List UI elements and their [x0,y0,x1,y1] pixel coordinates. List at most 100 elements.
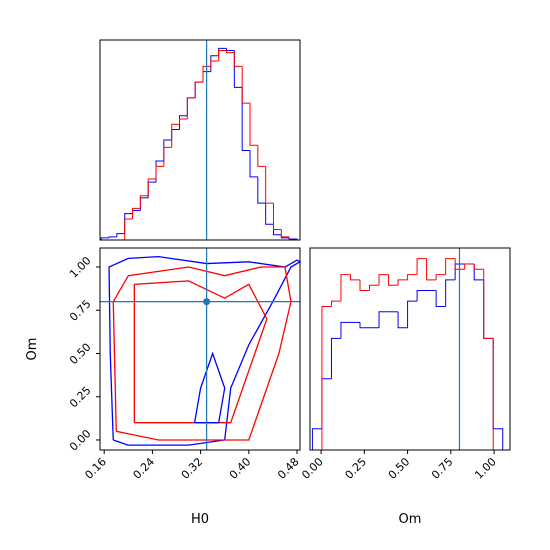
hist-step [492,338,504,450]
hist-step [272,203,282,230]
hist-step [257,145,266,167]
hist-step [321,378,332,429]
hist-step [445,258,456,275]
x-tick-label: 0.40 [227,455,254,482]
hist-step [147,178,157,196]
hist-step [445,279,456,307]
hist-step [340,321,351,339]
hist-step [388,274,399,286]
hist-step [321,305,332,450]
x-tick-label: 0.50 [386,455,413,482]
y-tick-label: 0.50 [67,341,94,368]
hist-step [349,274,360,281]
hist-step [233,50,243,88]
x-tick-label: 1.00 [472,455,499,482]
hist-step [124,218,133,240]
hist-step [210,60,219,67]
hist-step [116,233,125,237]
hist-step [265,203,274,225]
hist-step [226,48,235,52]
hist-step [340,274,351,302]
hist-step [483,279,494,339]
hist-step [186,97,196,119]
hist-step [218,47,227,56]
hist-step [179,115,188,130]
y-tick-label: 0.25 [67,384,94,411]
hist-step [139,195,149,209]
hist-step [147,181,157,198]
hist-step [139,197,149,211]
hist-step [397,279,408,286]
hist-step [210,55,219,72]
hist-step [435,274,446,280]
hist-step [330,300,341,307]
hist-step [492,338,503,451]
hist-step [416,258,427,275]
x-tick-label: 0.24 [131,455,158,482]
hist-step [171,123,180,148]
hist-step [241,87,250,152]
hist-step [426,258,437,281]
hist-step [233,52,243,67]
y-tick-label: 1.00 [67,254,94,281]
hist-step [249,150,258,178]
hist-step [330,337,341,379]
x-axis-label: H0 [191,512,209,527]
x-tick-label: 0.32 [179,455,206,482]
hist-step [473,263,484,281]
hist-step [359,322,370,329]
hist-step [483,269,494,339]
axes-frame [99,247,301,451]
hist-step [132,210,141,214]
y-axis-label: Om [25,338,40,361]
x-tick-label: 0.16 [82,455,109,482]
hist-step [416,290,427,302]
hist-step [249,103,258,146]
hist-step [464,263,475,270]
hist-step [407,274,418,280]
hist-step [473,263,484,270]
hist-step [155,160,164,183]
y-tick-label: 0.75 [67,297,94,324]
hist-step [186,97,196,116]
hist-step [454,258,465,270]
hist-step [359,279,370,292]
hist-step [163,139,172,162]
x-tick-label: 0.48 [275,455,302,482]
hist-step [280,234,290,239]
hist-step [397,311,408,329]
truth-point [203,298,211,306]
hist-step [124,213,133,234]
hist-step [194,81,204,98]
x-axis-label: Om [399,512,422,527]
hist-step [265,166,274,204]
hist-step [241,66,250,104]
hist-step [108,236,117,238]
axes-frame [309,247,511,451]
hist-step [378,274,389,286]
hist-step [179,118,188,125]
x-tick-label: 0.75 [429,455,456,482]
hist-step [407,300,418,328]
hist-step [218,50,227,62]
axes-frame [99,39,301,241]
hist-step [257,176,266,204]
hist-step [100,237,110,240]
hist-step [163,146,172,167]
contour-line [112,266,292,441]
x-tick-label: 0.25 [343,455,370,482]
hist-step [202,65,211,83]
hist-step [311,428,322,450]
hist-step [369,284,380,291]
hist-step [132,207,141,219]
hist-step [194,81,204,98]
hist-step [155,165,164,179]
hist-step [280,229,290,238]
contour-line [108,255,302,446]
x-tick-label: 0.00 [299,455,326,482]
hist-step [378,311,389,328]
hist-step [226,50,235,54]
y-tick-label: 0.00 [67,427,94,454]
hist-step [171,128,180,140]
